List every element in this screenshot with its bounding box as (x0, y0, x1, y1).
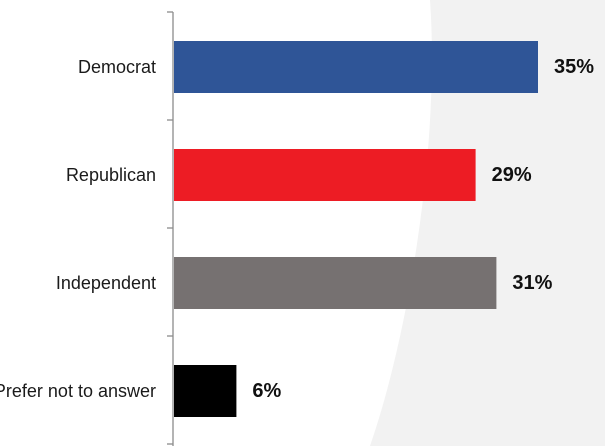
value-label: 6% (252, 380, 281, 402)
bar-republican (174, 149, 476, 201)
category-label: Prefer not to answer (0, 381, 156, 401)
labels: Democrat 35% Republican 29% Independent 31% Pr… (0, 56, 594, 402)
value-label: 35% (554, 56, 594, 78)
value-label: 29% (492, 164, 532, 186)
category-label: Republican (66, 165, 156, 185)
category-label: Democrat (78, 57, 156, 77)
category-label: Independent (56, 273, 156, 293)
bar-democrat (174, 41, 538, 93)
bar-prefer-not-to-answer (174, 365, 237, 417)
value-label: 31% (512, 272, 552, 294)
y-axis (167, 11, 174, 446)
bars (174, 41, 538, 417)
bar-independent (174, 257, 497, 309)
